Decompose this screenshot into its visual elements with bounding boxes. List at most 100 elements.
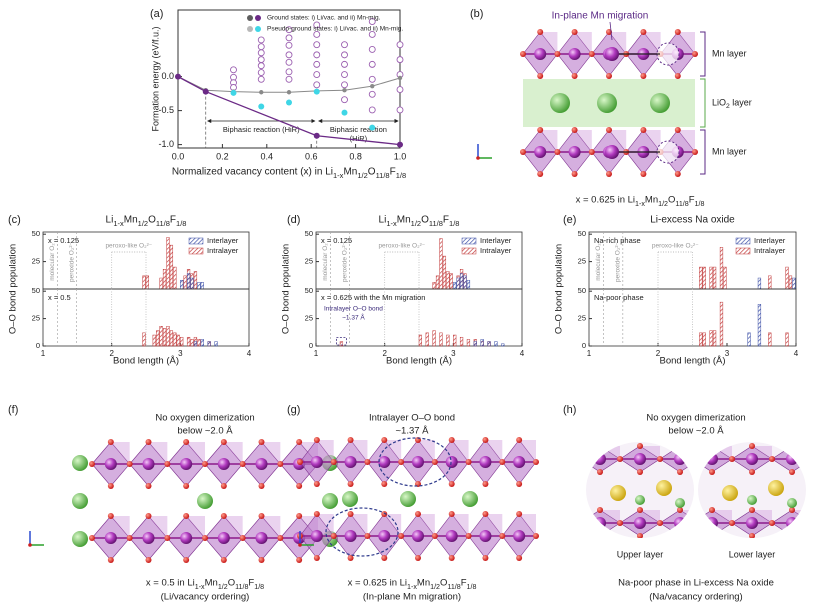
point	[368, 90, 376, 98]
layer-label: Lower layer	[729, 549, 776, 559]
point	[285, 68, 293, 76]
bar	[785, 332, 789, 347]
structure-view	[586, 442, 703, 538]
point	[341, 96, 348, 104]
bar	[435, 275, 440, 290]
bar	[709, 266, 713, 290]
bar	[480, 339, 484, 347]
o-atom	[709, 469, 715, 475]
o-atom	[381, 481, 388, 487]
atom	[605, 145, 619, 159]
bar	[723, 266, 727, 290]
atom	[722, 485, 738, 501]
x-axis-label: Bond length (Å)	[113, 356, 179, 367]
bar	[418, 334, 422, 347]
o-atom	[533, 533, 539, 539]
bar	[757, 277, 762, 290]
o-atom	[571, 127, 578, 133]
o-atom	[789, 443, 795, 449]
caption: x = 0.625 in Li1-xMn1/2O11/8F1/8	[348, 578, 477, 591]
o-atom	[597, 507, 603, 513]
octahedron	[418, 514, 435, 536]
bar	[193, 341, 198, 347]
octahedron	[110, 442, 130, 464]
bar	[183, 275, 187, 290]
bar	[788, 275, 793, 290]
o-atom	[313, 555, 320, 561]
caption: (Li/vacancy ordering)	[161, 592, 250, 603]
legend-label: Interlayer	[207, 236, 239, 245]
highlight-ellipse	[325, 507, 399, 557]
x-axis-label: Bond length (Å)	[659, 356, 725, 367]
o-atom	[697, 520, 703, 526]
o-atom	[347, 511, 354, 517]
o-atom	[709, 507, 715, 513]
chart-title: Li1-xMn1/2O11/8F1/8	[106, 215, 187, 229]
bar	[473, 341, 477, 347]
y-tick-label: 50	[305, 229, 313, 238]
bar	[186, 273, 191, 290]
point	[257, 75, 265, 83]
bar	[757, 304, 762, 347]
bar	[197, 282, 201, 290]
octahedron	[223, 442, 243, 464]
o-atom	[398, 459, 405, 465]
octahedron	[384, 440, 402, 462]
octahedron	[792, 446, 806, 459]
point	[258, 103, 265, 110]
o-atom	[183, 439, 190, 445]
o-atom	[258, 439, 265, 445]
atom	[72, 493, 88, 509]
panel-label: (h)	[563, 404, 576, 416]
bar	[466, 279, 471, 290]
octahedron	[640, 446, 660, 459]
layer-bracket	[700, 78, 706, 128]
bar	[699, 266, 703, 290]
bar	[446, 334, 450, 347]
point	[341, 71, 348, 79]
o-atom	[789, 533, 795, 538]
bar	[145, 275, 149, 290]
point	[285, 75, 293, 83]
layer-label: Mn layer	[712, 48, 747, 58]
o-atom	[398, 533, 405, 539]
o-atom	[145, 513, 152, 519]
y-tick-label: -1.0	[158, 139, 174, 149]
reference-label: peroxide O₂²⁻	[615, 241, 622, 281]
o-atom	[729, 456, 735, 462]
atom	[342, 491, 358, 507]
o-atom	[107, 513, 114, 519]
o-atom	[183, 557, 190, 563]
point	[257, 43, 265, 51]
o-atom	[640, 73, 647, 79]
mn-atom	[513, 530, 526, 542]
o-atom	[482, 511, 489, 517]
mn-atom	[746, 517, 758, 529]
legend-label: Ground states: i) Li/vac. and ii) Mn-mig…	[267, 15, 381, 22]
octahedron	[540, 130, 558, 152]
octahedron	[752, 446, 772, 459]
layer-bracket	[700, 129, 706, 175]
point	[285, 58, 293, 66]
o-atom	[482, 555, 489, 561]
bar	[166, 326, 170, 347]
point	[286, 90, 292, 95]
bar	[501, 343, 505, 347]
bar	[339, 341, 344, 347]
point	[257, 69, 265, 76]
mn-atom	[344, 530, 357, 542]
point	[230, 66, 237, 74]
octahedron	[148, 516, 168, 538]
point	[370, 83, 375, 89]
bar	[197, 339, 201, 347]
bar	[214, 341, 218, 347]
legend-label: Intralayer	[207, 246, 239, 255]
point	[259, 90, 264, 95]
o-atom	[364, 533, 371, 539]
point	[285, 51, 293, 59]
panel-label: (f)	[8, 404, 18, 416]
x-tick-label: 3	[178, 349, 183, 358]
bar	[173, 266, 177, 290]
chart-title: Li1-xMn1/2O11/8F1/8	[379, 215, 460, 229]
